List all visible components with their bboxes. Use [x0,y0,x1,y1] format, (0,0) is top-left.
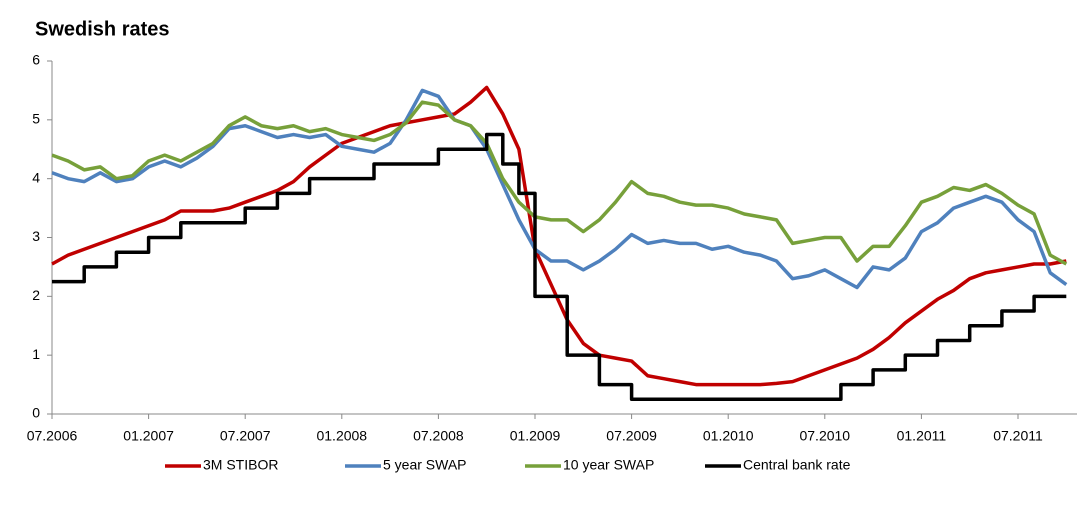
y-tick-label: 5 [32,111,40,127]
x-tick-label: 01.2010 [703,428,754,444]
x-tick-label: 01.2007 [123,428,174,444]
chart-title: Swedish rates [35,18,170,40]
x-tick-label: 01.2009 [510,428,561,444]
y-tick-label: 2 [32,287,40,303]
series-line [51,85,1067,387]
series-line [51,100,1068,266]
y-tick-label: 6 [32,52,40,68]
legend-label: Central bank rate [743,457,851,473]
series-line [52,132,1067,402]
x-tick-label: 07.2010 [799,428,850,444]
legend-label: 10 year SWAP [563,457,654,473]
y-tick-label: 3 [32,228,40,244]
y-tick-label: 0 [32,405,40,421]
legend-label: 5 year SWAP [383,457,467,473]
legend-label: 3M STIBOR [203,457,278,473]
y-tick-label: 4 [32,169,40,185]
x-tick-label: 07.2006 [27,428,78,444]
x-tick-label: 07.2007 [220,428,271,444]
x-tick-label: 01.2008 [316,428,367,444]
x-tick-label: 07.2011 [993,428,1043,444]
y-tick-label: 1 [32,346,40,362]
series-line [51,88,1068,290]
x-tick-label: 01.2011 [897,428,947,444]
x-tick-label: 07.2008 [413,428,464,444]
x-tick-label: 07.2009 [606,428,657,444]
